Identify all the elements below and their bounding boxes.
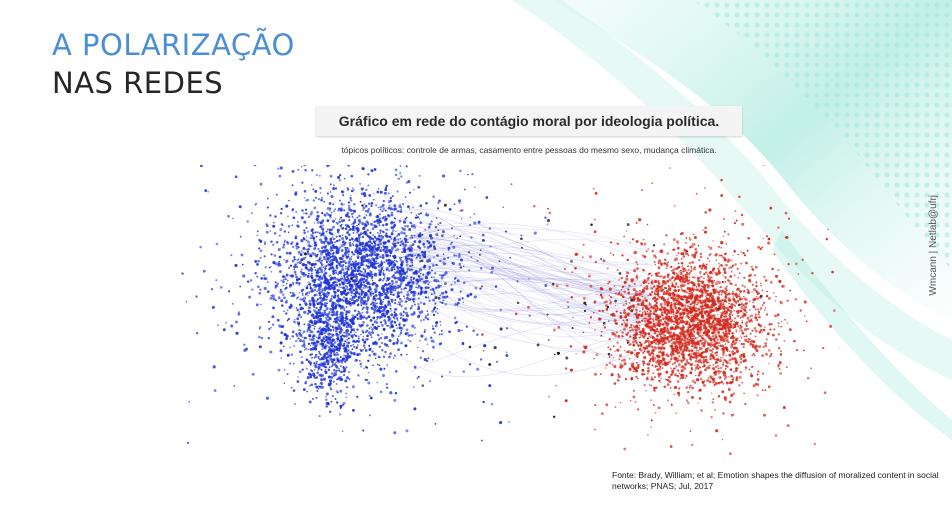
- blue-cluster-tail: [292, 266, 377, 418]
- network-graph: [181, 165, 840, 455]
- source-citation: Fonte: Brady, William; et al; Emotion sh…: [612, 470, 939, 491]
- slide-title-line-1: A POLARIZAÇÃO: [52, 28, 295, 62]
- chart-title: Gráfico em rede do contágio moral por id…: [316, 106, 742, 136]
- bridge-nodes: [303, 203, 763, 418]
- blue-cluster-halo: [181, 165, 570, 444]
- chart-subtitle: tópicos políticos: controle de armas, ca…: [341, 145, 717, 155]
- red-cluster-nodes: [527, 213, 840, 422]
- red-cluster-halo: [459, 165, 834, 455]
- slide-title-line-2: NAS REDES: [52, 66, 224, 100]
- watermark-credit: Wmcann | Netlab@ufrj: [928, 195, 939, 296]
